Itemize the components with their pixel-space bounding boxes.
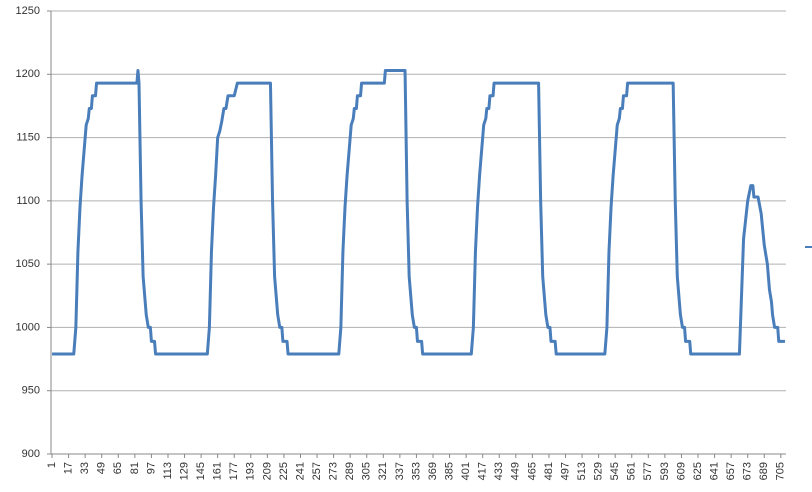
y-tick-label: 1050: [16, 258, 40, 270]
x-tick-label: 433: [493, 462, 505, 480]
y-tick-label: 1000: [16, 321, 40, 333]
x-tick-label: 401: [460, 462, 472, 480]
x-tick-label: 65: [112, 462, 124, 474]
x-tick-label: 321: [377, 462, 389, 480]
x-tick-label: 497: [559, 462, 571, 480]
x-tick-label: 177: [228, 462, 240, 480]
x-tick-label: 17: [63, 462, 75, 474]
x-tick-label: 529: [593, 462, 605, 480]
x-tick-label: 209: [261, 462, 273, 480]
x-tick-label: 513: [576, 462, 588, 480]
x-tick-label: 673: [742, 462, 754, 480]
x-tick-label: 97: [145, 462, 157, 474]
x-tick-label: 449: [510, 462, 522, 480]
x-tick-label: 273: [328, 462, 340, 480]
x-tick-label: 81: [129, 462, 141, 474]
x-tick-label: 641: [708, 462, 720, 480]
x-tick-label: 289: [344, 462, 356, 480]
x-tick-label: 113: [162, 462, 174, 480]
x-tick-label: 193: [245, 462, 257, 480]
y-tick-label: 1250: [16, 5, 40, 17]
x-tick-label: 545: [609, 462, 621, 480]
x-tick-label: 481: [543, 462, 555, 480]
x-tick-label: 417: [477, 462, 489, 480]
x-tick-label: 305: [361, 462, 373, 480]
y-tick-label: 1200: [16, 68, 40, 80]
x-tick-label: 385: [443, 462, 455, 480]
data-line: [52, 68, 785, 356]
y-tick-label: 900: [22, 448, 40, 460]
x-tick-label: 257: [311, 462, 323, 480]
x-tick-label: 129: [178, 462, 190, 480]
x-tick-label: 625: [692, 462, 704, 480]
y-tick-label: 950: [22, 385, 40, 397]
x-tick-label: 561: [626, 462, 638, 480]
x-tick-label: 593: [659, 462, 671, 480]
x-tick-label: 1: [46, 462, 58, 468]
x-tick-label: 161: [212, 462, 224, 480]
y-tick-label: 1150: [16, 131, 40, 143]
x-tick-label: 241: [294, 462, 306, 480]
x-tick-label: 337: [394, 462, 406, 480]
x-tick-label: 705: [775, 462, 787, 480]
x-tick-label: 689: [758, 462, 770, 480]
x-tick-label: 609: [675, 462, 687, 480]
x-tick-label: 353: [410, 462, 422, 480]
x-tick-label: 369: [427, 462, 439, 480]
x-tick-label: 145: [195, 462, 207, 480]
x-tick-label: 465: [526, 462, 538, 480]
x-tick-label: 577: [642, 462, 654, 480]
y-tick-label: 1100: [16, 195, 40, 207]
x-tick-label: 657: [725, 462, 737, 480]
x-tick-label: 33: [79, 462, 91, 474]
x-tick-label: 49: [96, 462, 108, 474]
x-tick-label: 225: [278, 462, 290, 480]
